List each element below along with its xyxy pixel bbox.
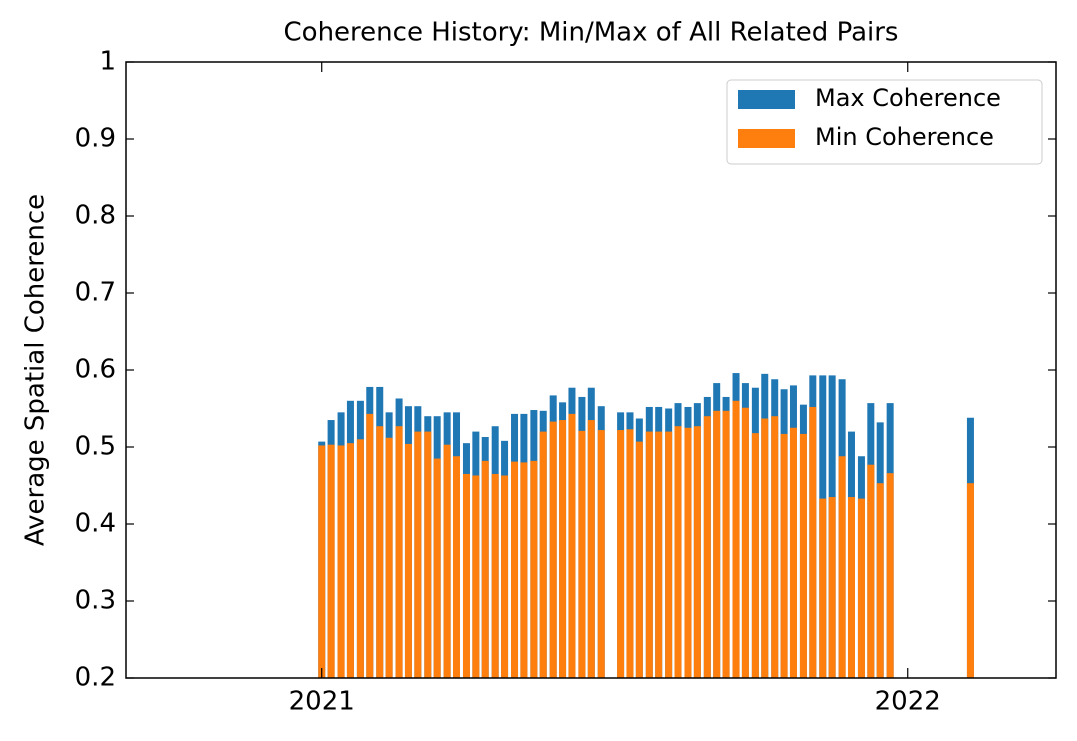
bar: [549, 421, 557, 678]
legend-label: Min Coherence: [815, 123, 994, 151]
bar: [433, 458, 441, 678]
bar: [857, 498, 865, 678]
bar: [789, 427, 797, 678]
legend-swatch: [738, 90, 795, 109]
bar: [462, 473, 470, 678]
bar: [404, 443, 412, 678]
bar: [568, 413, 576, 678]
bar: [414, 431, 422, 678]
bar: [539, 431, 547, 678]
legend-swatch: [738, 129, 795, 148]
bar: [530, 460, 538, 678]
legend-frame: [726, 79, 1043, 165]
bar: [713, 410, 721, 678]
y-tick-label: 0.6: [75, 355, 116, 385]
y-tick-label: 0.3: [75, 586, 116, 616]
bar: [626, 429, 634, 678]
bar: [587, 420, 595, 678]
bar: [780, 433, 788, 678]
bar: [520, 462, 528, 678]
bar: [819, 498, 827, 678]
bar: [828, 497, 836, 678]
bar: [337, 445, 345, 678]
bar: [809, 406, 817, 678]
y-axis-label: Average Spatial Coherence: [21, 194, 51, 546]
bar: [684, 427, 692, 678]
bar: [453, 456, 461, 678]
bar: [886, 473, 894, 678]
bar: [665, 431, 673, 678]
y-tick-label: 0.8: [75, 201, 116, 231]
y-tick-label: 0.2: [75, 663, 116, 693]
bar: [376, 426, 384, 678]
chart-title: Coherence History: Min/Max of All Relate…: [284, 18, 899, 48]
bar: [385, 437, 393, 678]
bar: [617, 430, 625, 678]
y-tick-label: 1: [99, 47, 116, 77]
bar: [645, 431, 653, 678]
bar: [356, 439, 364, 678]
plot-area: [318, 373, 974, 678]
bar: [559, 420, 567, 678]
bar: [501, 475, 509, 678]
legend-label: Max Coherence: [815, 84, 1001, 112]
bar: [366, 413, 374, 678]
bar: [481, 460, 489, 678]
bar: [722, 410, 730, 678]
bar: [838, 456, 846, 678]
bar: [424, 431, 432, 678]
bar: [847, 497, 855, 678]
bar: [966, 483, 974, 678]
bar: [876, 483, 884, 678]
bar: [597, 430, 605, 678]
bar: [867, 464, 875, 678]
bar: [346, 443, 354, 678]
bar: [674, 426, 682, 678]
bar: [318, 445, 326, 678]
bar: [799, 433, 807, 678]
bar: [327, 444, 335, 678]
bar: [443, 444, 451, 678]
bar: [761, 418, 769, 678]
bar: [395, 426, 403, 678]
bar: [511, 461, 519, 678]
bar: [693, 426, 701, 678]
bar: [703, 416, 711, 678]
y-tick-label: 0.4: [75, 509, 116, 539]
bar: [732, 400, 740, 678]
bar: [655, 431, 663, 678]
bar: [751, 433, 759, 678]
x-tick-label: 2021: [289, 687, 355, 717]
legend: Max Coherence Min Coherence: [726, 79, 1043, 165]
bar: [635, 441, 643, 678]
y-tick-label: 0.7: [75, 278, 116, 308]
x-tick-label: 2022: [875, 687, 941, 717]
bar: [578, 430, 586, 678]
y-tick-label: 0.5: [75, 432, 116, 462]
bar: [472, 475, 480, 678]
bar: [741, 407, 749, 678]
bar: [491, 473, 499, 678]
bar: [771, 416, 779, 678]
y-tick-label: 0.9: [75, 124, 116, 154]
